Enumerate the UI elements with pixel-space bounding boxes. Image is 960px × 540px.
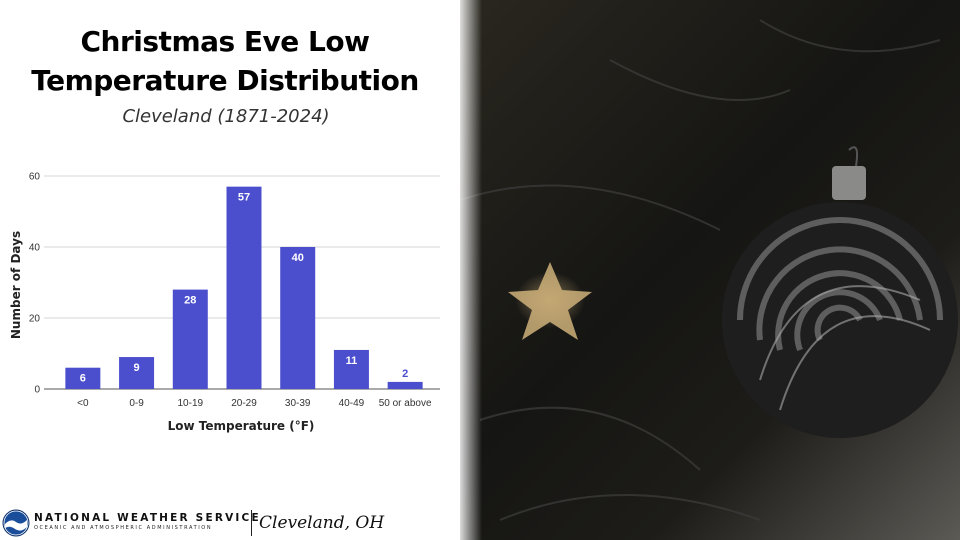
x-tick-label-3: 20-29 [231, 398, 257, 409]
x-tick-labels: <0 0-9 10-19 20-29 30-39 40-49 50 or above [77, 398, 432, 409]
bar-label-5: 11 [346, 355, 358, 367]
chart-title: Christmas Eve Low Temperature Distributi… [0, 22, 450, 100]
chart-bars [65, 186, 423, 389]
bar-label-2: 28 [184, 295, 196, 307]
bar-label-0: 6 [80, 373, 86, 385]
chart-title-line2: Temperature Distribution [31, 64, 419, 97]
bar-4 [280, 247, 316, 389]
christmas-ornament-photo [460, 0, 960, 540]
photo-edge-fade [460, 0, 482, 540]
y-tick-label: 40 [29, 243, 41, 254]
x-tick-label-0: <0 [77, 398, 89, 409]
x-tick-label-4: 30-39 [285, 398, 311, 409]
x-tick-label-5: 40-49 [339, 398, 365, 409]
ornament-illustration [460, 19, 958, 521]
nws-wordmark: NATIONAL WEATHER SERVICE OCEANIC AND ATM… [34, 513, 261, 531]
office-name: Cleveland, OH [259, 513, 385, 533]
x-tick-label-6: 50 or above [379, 398, 432, 409]
chart-title-line1: Christmas Eve Low [80, 25, 371, 58]
bar-5 [333, 349, 369, 389]
x-tick-label-1: 0-9 [129, 398, 144, 409]
noaa-logo-icon [2, 509, 30, 537]
agency-subtitle: OCEANIC AND ATMOSPHERIC ADMINISTRATION [34, 524, 213, 531]
y-tick-labels: 0 20 40 60 [29, 172, 41, 396]
bar-0 [65, 367, 101, 389]
bar-label-3: 57 [238, 192, 250, 204]
bar-1 [119, 357, 155, 389]
x-axis-label: Low Temperature (°F) [168, 419, 315, 433]
bar-data-labels: 6 9 28 57 40 11 2 [80, 192, 408, 385]
bar-label-4: 40 [292, 252, 304, 264]
bar-2 [172, 289, 208, 389]
footer-divider [251, 510, 252, 536]
y-tick-label: 20 [29, 314, 41, 325]
y-tick-label: 0 [34, 385, 40, 396]
chart-subtitle: Cleveland (1871-2024) [122, 106, 330, 127]
bar-label-6: 2 [402, 368, 408, 380]
left-panel: Christmas Eve Low Temperature Distributi… [0, 0, 460, 540]
bar-3 [226, 186, 262, 389]
y-axis-label: Number of Days [9, 231, 23, 339]
x-tick-label-2: 10-19 [177, 398, 203, 409]
bar-chart: 0 20 40 60 6 9 28 57 40 11 2 <0 0-9 10-19 20-29 30-39… [9, 172, 440, 433]
bar-label-1: 9 [134, 362, 140, 374]
y-tick-label: 60 [29, 172, 41, 183]
agency-name: NATIONAL WEATHER SERVICE [34, 512, 261, 524]
bar-6 [387, 381, 423, 389]
